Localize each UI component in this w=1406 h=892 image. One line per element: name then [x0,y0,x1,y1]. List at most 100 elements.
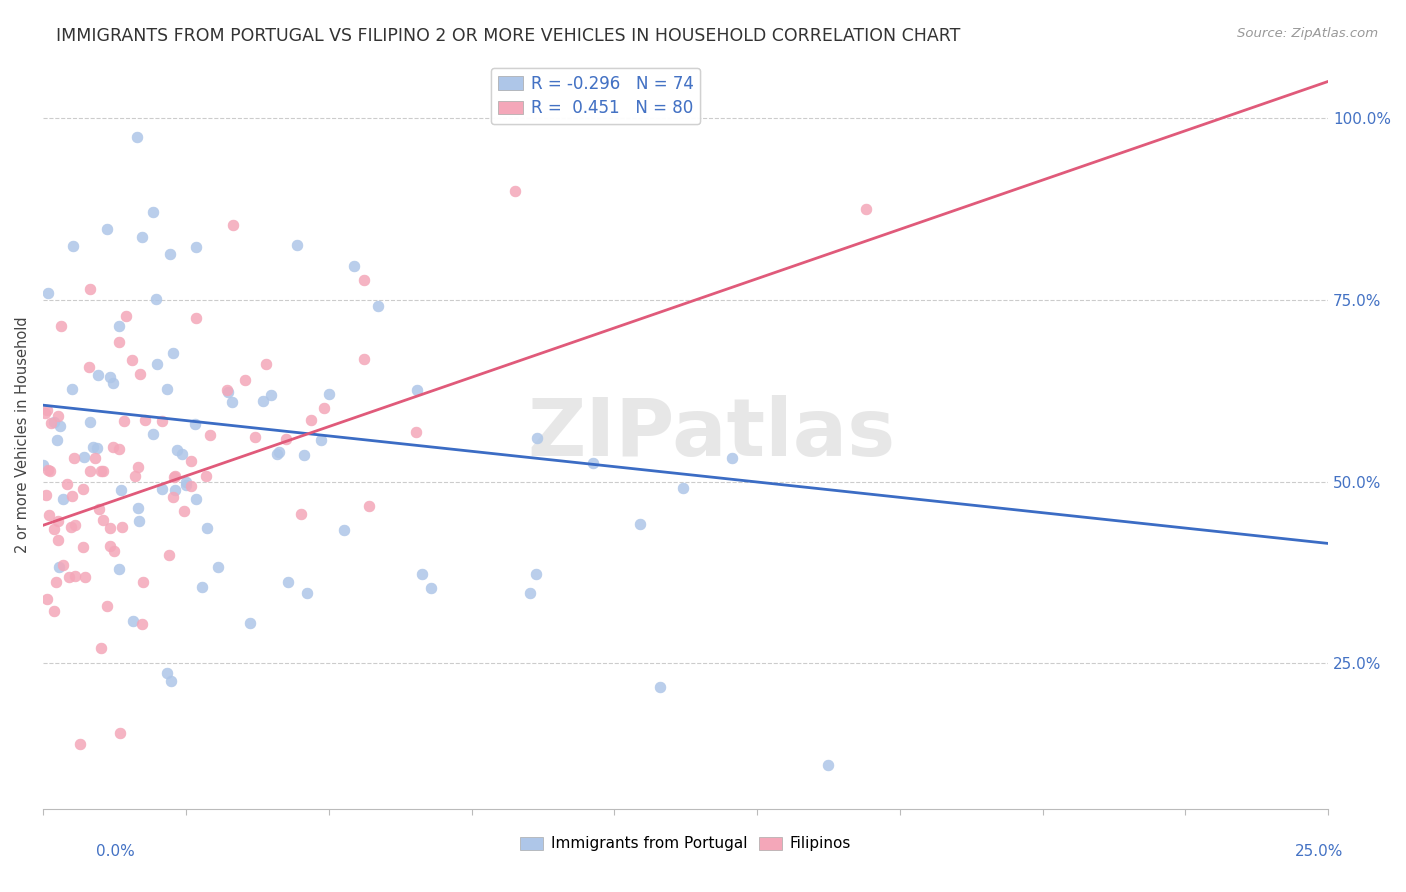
Point [34,407,56,421]
Point [174,477,197,491]
Point [46,409,69,423]
Point [98,369,121,384]
Point [180,478,202,492]
Point [121,614,143,628]
Point [165,469,187,483]
Point [107,442,129,457]
Point [285,237,308,252]
Point [62,239,84,253]
Point [73,450,96,464]
Point [134,412,156,426]
Point [52,558,75,572]
Point [72,540,94,554]
Point [146,357,169,371]
Point [60,382,83,396]
Point [87,368,110,383]
Point [299,413,322,427]
Point [124,468,146,483]
Point [98,539,121,553]
Point [73,570,96,584]
Point [582,456,605,470]
Point [90,464,112,478]
Point [112,414,135,428]
Point [32,458,55,472]
Text: IMMIGRANTS FROM PORTUGAL VS FILIPINO 2 OR MORE VEHICLES IN HOUSEHOLD CORRELATION: IMMIGRANTS FROM PORTUGAL VS FILIPINO 2 O… [56,27,960,45]
Point [79,464,101,478]
Point [406,384,429,398]
Point [180,454,202,468]
Point [55,476,77,491]
Point [39,416,62,430]
Point [150,414,173,428]
Point [162,346,184,360]
Point [156,666,179,681]
Point [254,357,277,371]
Point [60,520,83,534]
Point [131,230,153,244]
Point [184,491,207,506]
Point [274,432,297,446]
Point [162,491,184,505]
Point [309,434,332,448]
Point [166,443,188,458]
Legend: R = -0.296   N = 74, R =  0.451   N = 80: R = -0.296 N = 74, R = 0.451 N = 80 [491,68,700,124]
Point [48,514,70,528]
Point [150,483,173,497]
Point [855,202,877,216]
Point [96,599,118,613]
Point [266,447,288,461]
Point [817,758,839,772]
Point [353,273,375,287]
Point [277,574,299,589]
Point [35,592,58,607]
Point [63,517,86,532]
Point [37,402,59,417]
Point [343,259,366,273]
Text: ZIPatlas: ZIPatlas [527,395,896,474]
Point [353,351,375,366]
Point [215,384,238,398]
Point [35,488,58,502]
Point [524,566,547,581]
Point [46,434,69,448]
Point [108,318,131,333]
Point [367,299,389,313]
Point [114,309,136,323]
Point [195,521,218,535]
Point [131,617,153,632]
Point [77,360,100,375]
Point [58,570,80,584]
Point [420,582,443,596]
Point [191,580,214,594]
Point [86,441,108,455]
Point [129,367,152,381]
Point [90,641,112,656]
Point [269,445,291,459]
Point [60,489,83,503]
Text: 25.0%: 25.0% [1295,845,1343,859]
Point [39,463,62,477]
Point [79,416,101,430]
Point [110,483,132,498]
Point [526,432,548,446]
Point [37,286,59,301]
Point [125,129,148,144]
Point [87,502,110,516]
Point [194,468,217,483]
Point [82,440,104,454]
Point [111,520,134,534]
Point [259,388,281,402]
Point [131,574,153,589]
Point [48,560,70,574]
Point [44,415,66,429]
Point [628,516,651,531]
Point [200,427,222,442]
Point [243,430,266,444]
Point [314,401,336,415]
Point [37,463,59,477]
Point [159,247,181,261]
Point [519,586,541,600]
Point [184,417,207,431]
Point [45,574,67,589]
Point [52,491,75,506]
